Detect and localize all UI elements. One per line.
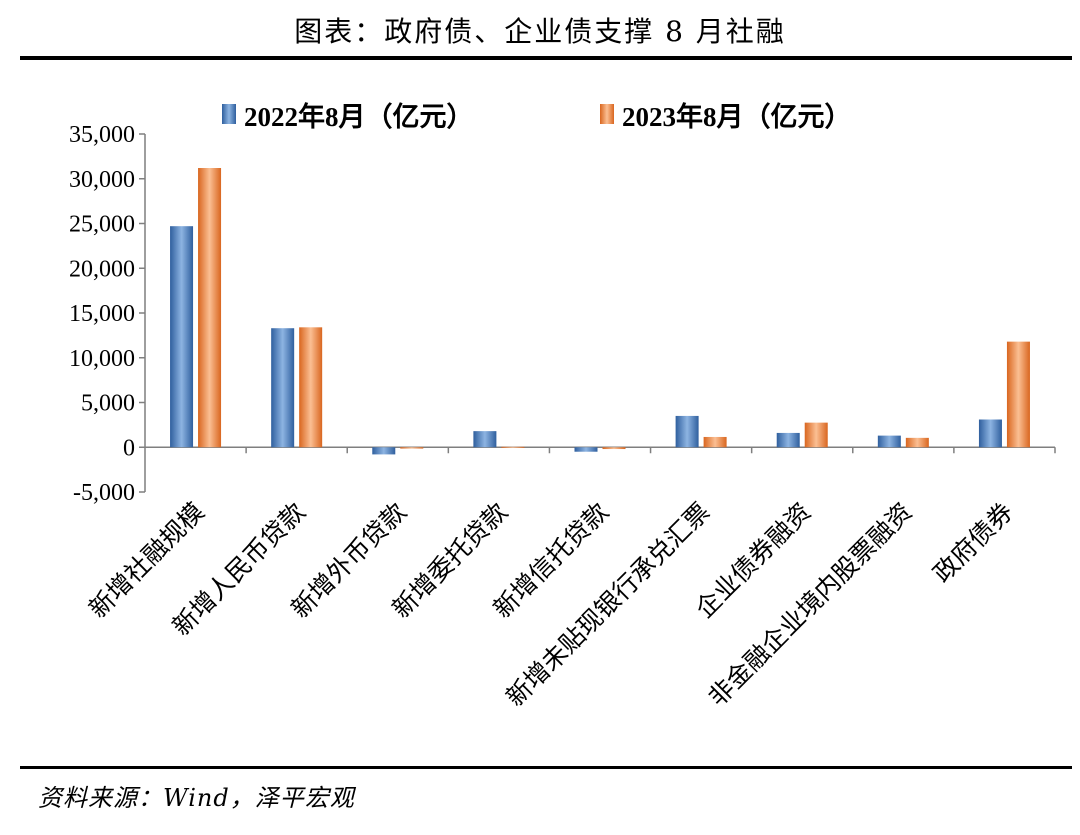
bar-series2-8	[1006, 341, 1030, 448]
bars	[170, 168, 1030, 455]
top-rule	[20, 56, 1072, 60]
bar-series2-4	[602, 447, 626, 450]
bottom-rule	[20, 766, 1072, 769]
y-tick-label: 30,000	[69, 167, 135, 193]
source-note: 资料来源：Wind，泽平宏观	[38, 784, 355, 812]
y-tick-label: -5,000	[73, 480, 135, 506]
bar-series2-0	[198, 168, 222, 448]
y-tick-label: 35,000	[69, 122, 135, 148]
legend-label-2: 2023年8月（亿元）	[622, 101, 852, 132]
y-tick-label: 0	[123, 435, 135, 461]
bar-series2-7	[905, 437, 929, 448]
category-label: 新增未贴现银行承兑汇票	[500, 497, 715, 712]
bar-series2-3	[501, 446, 525, 448]
bar-series2-2	[400, 447, 424, 449]
legend-swatch-2	[600, 104, 614, 124]
y-tick-label: 5,000	[81, 391, 135, 417]
bar-series1-1	[271, 328, 295, 448]
category-label: 非金融企业境内股票融资	[703, 497, 918, 712]
chart-title: 图表：政府债、企业债支撑 8 月社融	[294, 15, 786, 48]
bar-series2-5	[703, 436, 727, 448]
legend-swatch-1	[222, 104, 236, 124]
bar-series2-1	[299, 327, 323, 448]
bar-series1-4	[574, 447, 598, 452]
bar-series2-6	[804, 422, 828, 448]
bar-series1-6	[776, 432, 800, 448]
bar-chart: 2022年8月（亿元） 2023年8月（亿元） 35,000 30,000 25,00…	[69, 101, 1056, 712]
bar-series1-3	[473, 431, 497, 448]
y-tick-label: 25,000	[69, 212, 135, 238]
legend-label-1: 2022年8月（亿元）	[244, 101, 474, 132]
y-tick-label: 15,000	[69, 301, 135, 327]
y-tick-label: 10,000	[69, 346, 135, 372]
category-label: 政府债券	[927, 497, 1018, 588]
legend: 2022年8月（亿元） 2023年8月（亿元）	[222, 101, 852, 132]
axes: 35,000 30,000 25,000 20,000 15,000 10,000 5,00…	[69, 122, 1056, 506]
bar-series1-0	[170, 226, 194, 448]
bar-series1-2	[372, 447, 396, 455]
category-labels: 新增社融规模新增人民币贷款新增外币贷款新增委托贷款新增信托贷款新增未贴现银行承兑…	[83, 497, 1018, 712]
y-tick-label: 20,000	[69, 256, 135, 282]
bar-series1-7	[877, 435, 901, 448]
bar-series1-8	[978, 419, 1002, 448]
bar-series1-5	[675, 415, 699, 448]
